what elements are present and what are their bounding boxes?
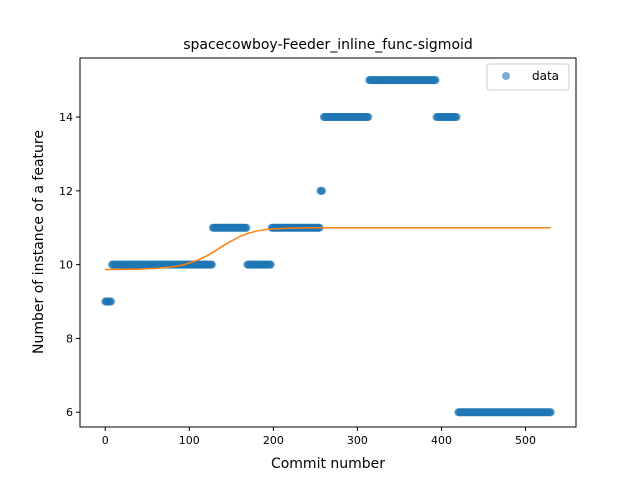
x-tick-label: 500 <box>515 434 536 447</box>
chart-title: spacecowboy-Feeder_inline_func-sigmoid <box>183 37 473 53</box>
data-point <box>546 408 555 417</box>
data-point <box>452 113 461 122</box>
data-point <box>318 186 327 195</box>
data-point <box>207 260 216 269</box>
y-tick-label: 12 <box>59 185 73 198</box>
plot-marks <box>101 76 555 417</box>
data-point <box>431 76 440 85</box>
legend-label-data: data <box>532 69 559 83</box>
y-tick-label: 6 <box>66 406 73 419</box>
y-tick-label: 14 <box>59 111 73 124</box>
x-tick-label: 200 <box>263 434 284 447</box>
y-axis-label: Number of instance of a feature <box>31 130 47 354</box>
x-axis-label: Commit number <box>271 456 385 472</box>
x-axis-ticks: 0 100 200 300 400 500 <box>102 427 536 447</box>
legend: data <box>486 63 570 91</box>
legend-box <box>486 63 570 91</box>
y-tick-label: 8 <box>66 332 73 345</box>
data-point <box>242 223 251 232</box>
y-axis-ticks: 6 8 10 12 14 <box>59 111 80 419</box>
x-tick-label: 400 <box>431 434 452 447</box>
data-point <box>266 260 275 269</box>
data-point <box>364 113 373 122</box>
data-point <box>107 297 116 306</box>
y-tick-label: 10 <box>59 259 73 272</box>
x-tick-label: 100 <box>179 434 200 447</box>
legend-marker-data <box>502 72 510 80</box>
plot-frame <box>79 57 577 428</box>
x-tick-label: 0 <box>102 434 109 447</box>
fit-line <box>105 226 551 271</box>
x-tick-label: 300 <box>347 434 368 447</box>
